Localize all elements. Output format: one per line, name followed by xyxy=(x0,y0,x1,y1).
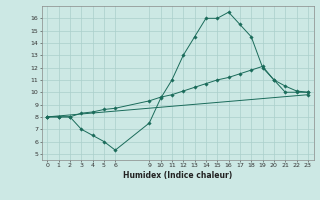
X-axis label: Humidex (Indice chaleur): Humidex (Indice chaleur) xyxy=(123,171,232,180)
